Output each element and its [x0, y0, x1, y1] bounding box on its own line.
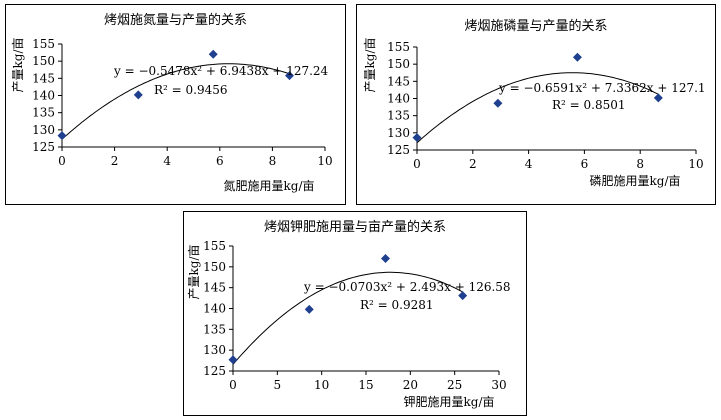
- data-point: [57, 131, 67, 141]
- y-tick-label: 155: [32, 37, 55, 51]
- y-axis-label: 产量kg/亩: [10, 38, 25, 93]
- trend-line: [416, 72, 659, 144]
- x-tick-label: 4: [525, 157, 533, 171]
- x-tick-label: 30: [491, 378, 506, 392]
- x-tick-label: 10: [314, 378, 329, 392]
- y-tick-label: 135: [203, 322, 226, 336]
- x-tick-label: 15: [358, 378, 373, 392]
- data-point: [284, 71, 294, 81]
- data-point: [653, 93, 663, 103]
- data-point: [493, 98, 503, 108]
- y-tick-label: 145: [32, 71, 55, 85]
- y-tick-label: 140: [203, 302, 226, 316]
- x-tick-label: 25: [447, 378, 462, 392]
- data-point: [228, 355, 238, 365]
- y-tick-label: 140: [387, 92, 410, 106]
- chart-potassium: 烤烟钾肥施用量与亩产量的关系 125 130 135 140 145 150 155 0 5 10 1…: [186, 219, 511, 409]
- chart-nitrogen: 烤烟施氮量与产量的关系 125 130 135 140 145 150 155 0 2 4 6 8 10 y…: [10, 12, 333, 193]
- r-squared-label: R² = 0.9456: [154, 83, 228, 97]
- x-tick-label: 2: [111, 154, 119, 168]
- chart-title: 烤烟施氮量与产量的关系: [104, 12, 247, 28]
- trend-line: [232, 271, 463, 365]
- data-point: [208, 49, 218, 59]
- y-axis-label: 产量kg/亩: [186, 245, 201, 300]
- x-tick-label: 6: [216, 154, 224, 168]
- x-tick-label: 0: [229, 378, 237, 392]
- chart-panel-nitrogen: 烤烟施氮量与产量的关系 125 130 135 140 145 150 155 0 2 4 6 8 10 y…: [5, 4, 346, 205]
- y-tick-label: 130: [32, 123, 55, 137]
- x-tick-label: 0: [413, 157, 421, 171]
- x-tick-label: 2: [469, 157, 477, 171]
- x-tick-label: 8: [269, 154, 277, 168]
- y-tick-label: 125: [387, 143, 410, 157]
- chart-phosphorus: 烤烟施磷量与产量的关系 125 130 135 140 145 150 155 0 2 4 6 8 10 y…: [362, 18, 706, 188]
- chart-title: 烤烟施磷量与产量的关系: [464, 18, 607, 34]
- data-point: [133, 90, 143, 100]
- chart-panel-potassium: 烤烟钾肥施用量与亩产量的关系 125 130 135 140 145 150 155 0 5 10 1…: [183, 211, 527, 416]
- x-axis-label: 钾肥施用量kg/亩: [404, 394, 495, 409]
- y-tick-label: 135: [32, 106, 55, 120]
- trend-line: [61, 63, 290, 140]
- data-point: [572, 52, 582, 62]
- trendline-equation: y = −0.5478x² + 6.9438x + 127.24: [113, 64, 329, 78]
- r-squared-label: R² = 0.8501: [552, 98, 626, 112]
- y-tick-label: 155: [203, 239, 226, 253]
- y-tick-label: 130: [203, 343, 226, 357]
- chart-title: 烤烟钾肥施用量与亩产量的关系: [264, 219, 446, 235]
- trendline-equation: y = −0.6591x² + 7.3362x + 127.1: [498, 81, 706, 95]
- y-tick-label: 145: [387, 74, 410, 88]
- x-tick-label: 10: [688, 157, 703, 171]
- y-axis-label: 产量kg/亩: [362, 38, 377, 93]
- y-tick-label: 155: [387, 40, 410, 54]
- x-axis-label: 氮肥施用量kg/亩: [224, 178, 315, 193]
- x-axis-label: 磷肥施用量kg/亩: [590, 173, 681, 188]
- y-tick-label: 130: [387, 126, 410, 140]
- x-tick-label: 4: [163, 154, 171, 168]
- chart-panel-phosphorus: 烤烟施磷量与产量的关系 125 130 135 140 145 150 155 0 2 4 6 8 10 y…: [356, 4, 716, 205]
- trendline-equation: y = −0.0703x² + 2.493x + 126.58: [303, 280, 511, 294]
- y-tick-label: 150: [203, 260, 226, 274]
- y-tick-label: 135: [387, 109, 410, 123]
- data-point: [458, 291, 468, 301]
- y-tick-label: 140: [32, 89, 55, 103]
- r-squared-label: R² = 0.9281: [360, 298, 434, 312]
- y-tick-label: 125: [32, 140, 55, 154]
- x-tick-label: 0: [58, 154, 66, 168]
- x-tick-label: 5: [274, 378, 282, 392]
- x-tick-label: 8: [636, 157, 644, 171]
- x-tick-label: 10: [317, 154, 332, 168]
- data-point: [304, 304, 314, 314]
- y-tick-label: 145: [203, 281, 226, 295]
- data-point: [381, 254, 391, 263]
- y-tick-label: 150: [387, 57, 410, 71]
- x-tick-label: 6: [581, 157, 589, 171]
- data-point: [412, 133, 422, 143]
- y-tick-label: 150: [32, 54, 55, 68]
- y-tick-label: 125: [203, 364, 226, 378]
- x-tick-label: 20: [403, 378, 418, 392]
